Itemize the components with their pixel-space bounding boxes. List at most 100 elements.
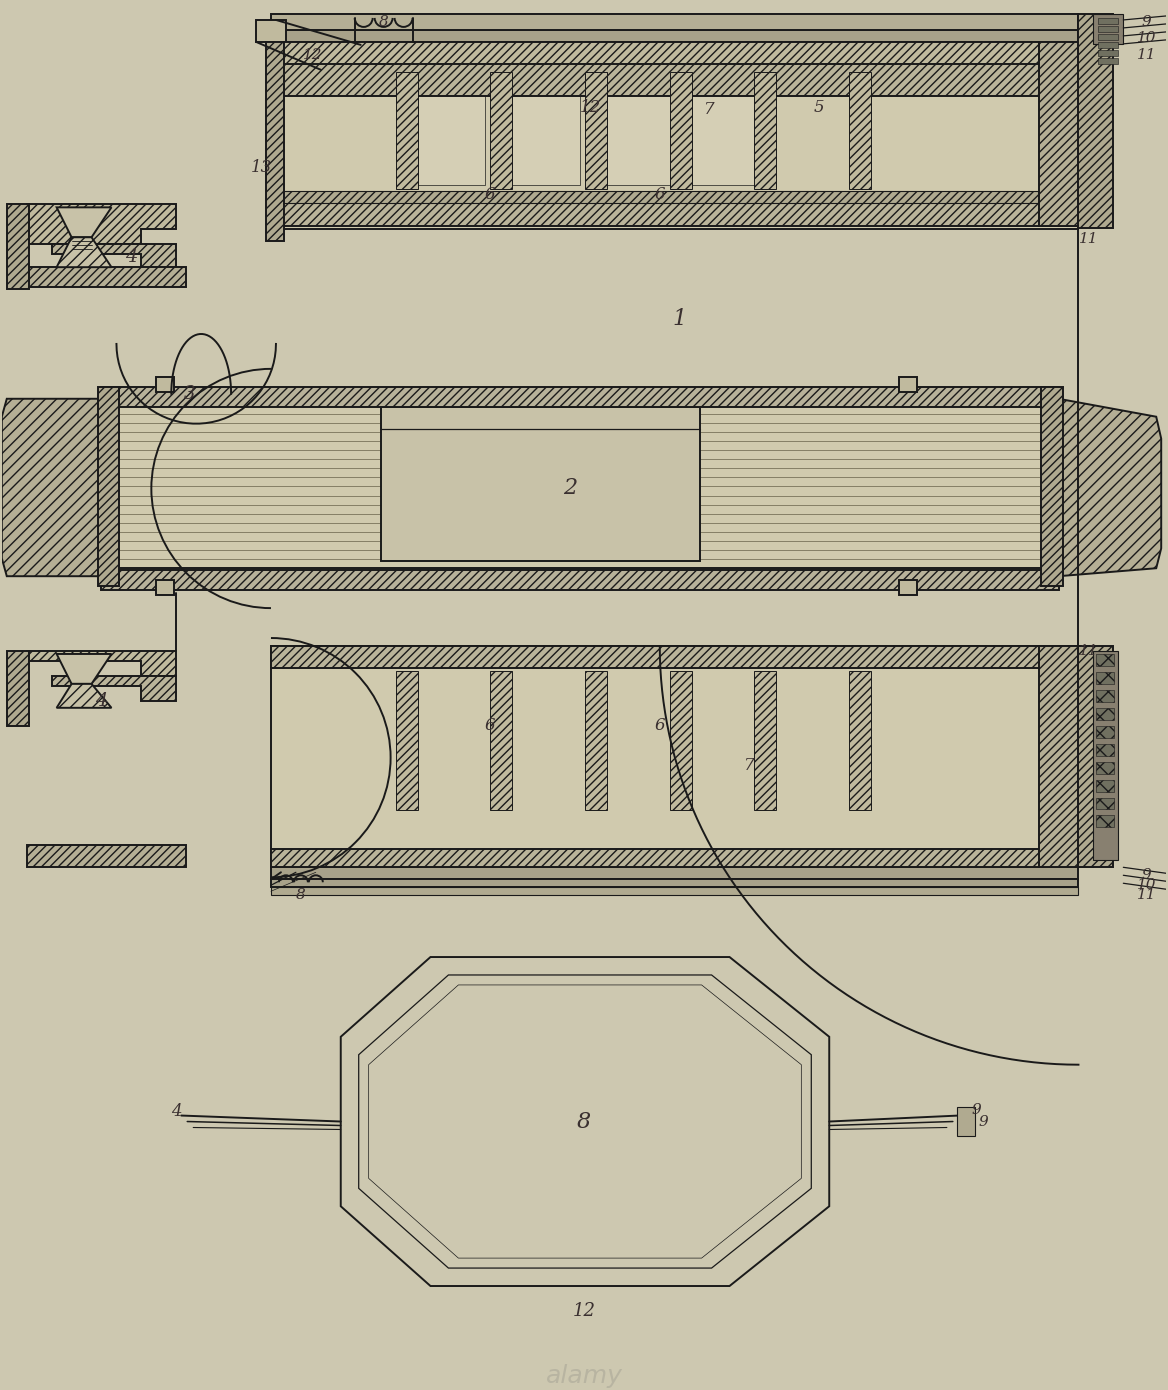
Bar — [1093, 14, 1124, 44]
Bar — [607, 76, 675, 185]
Bar — [1098, 26, 1118, 32]
Bar — [669, 671, 691, 810]
Bar — [271, 64, 1078, 96]
Text: 7: 7 — [744, 758, 755, 774]
Polygon shape — [56, 207, 111, 238]
Bar — [7, 651, 29, 726]
Bar — [266, 42, 284, 242]
Bar — [1041, 386, 1063, 587]
Bar — [491, 671, 513, 810]
Bar — [1097, 726, 1114, 738]
Polygon shape — [51, 245, 176, 270]
Bar — [396, 671, 417, 810]
Bar — [1097, 708, 1114, 720]
Text: 12: 12 — [579, 99, 600, 117]
Bar — [957, 1106, 975, 1137]
Bar — [1078, 14, 1113, 228]
Bar — [7, 204, 29, 289]
Bar — [1098, 42, 1118, 47]
Text: 8: 8 — [577, 1111, 591, 1133]
Text: 12: 12 — [303, 47, 322, 61]
Text: 11: 11 — [1079, 232, 1098, 246]
Bar — [102, 404, 1058, 569]
Polygon shape — [56, 684, 111, 708]
Bar — [1098, 58, 1118, 64]
Text: 9: 9 — [979, 1115, 988, 1129]
Polygon shape — [27, 204, 176, 245]
Bar — [271, 880, 1078, 887]
Text: 10: 10 — [1136, 31, 1156, 44]
Bar — [271, 887, 1078, 895]
Bar — [585, 72, 607, 189]
Bar — [1093, 651, 1118, 860]
Bar — [1097, 689, 1114, 702]
Text: 6: 6 — [485, 186, 495, 203]
Bar — [271, 192, 1078, 203]
Bar — [396, 72, 417, 189]
Polygon shape — [2, 399, 102, 577]
Text: 6: 6 — [654, 717, 665, 734]
Text: 11: 11 — [1136, 47, 1156, 61]
Text: 11: 11 — [1136, 888, 1156, 902]
Bar — [669, 72, 691, 189]
Bar — [381, 407, 700, 562]
Text: 5: 5 — [814, 99, 825, 117]
Bar — [1038, 42, 1093, 227]
Bar — [849, 72, 871, 189]
Bar — [102, 570, 1058, 591]
Text: 11: 11 — [1079, 644, 1098, 657]
Bar — [1038, 646, 1093, 867]
Text: 9: 9 — [972, 1102, 981, 1116]
Polygon shape — [1058, 399, 1161, 577]
Bar — [271, 70, 1078, 229]
Text: 4: 4 — [96, 692, 107, 710]
Bar — [899, 580, 917, 595]
Bar — [157, 580, 174, 595]
Bar — [271, 849, 1078, 867]
Bar — [1097, 780, 1114, 791]
Text: 12: 12 — [572, 1302, 596, 1320]
Bar — [271, 31, 1078, 42]
Bar — [271, 14, 1078, 31]
Bar — [491, 72, 513, 189]
Bar — [1097, 671, 1114, 684]
Text: 9: 9 — [1141, 869, 1152, 883]
Bar — [157, 377, 174, 392]
Bar — [1098, 50, 1118, 56]
Bar — [755, 671, 777, 810]
Bar — [755, 72, 777, 189]
Bar — [1098, 33, 1118, 40]
Bar — [1097, 816, 1114, 827]
Bar — [27, 845, 186, 867]
Text: 2: 2 — [563, 478, 577, 499]
Bar — [417, 76, 486, 185]
Text: alamy: alamy — [545, 1364, 623, 1387]
Bar — [1097, 653, 1114, 666]
Bar — [1078, 646, 1113, 867]
Text: 13: 13 — [250, 158, 272, 177]
Bar — [849, 671, 871, 810]
Text: 4: 4 — [125, 249, 138, 267]
Text: 9: 9 — [1141, 15, 1152, 29]
Bar — [271, 646, 1078, 867]
Bar — [271, 195, 1078, 227]
Bar — [271, 646, 1078, 669]
Bar — [256, 19, 286, 42]
Polygon shape — [27, 651, 176, 676]
Bar — [1097, 798, 1114, 809]
Text: 4: 4 — [171, 1104, 181, 1120]
Bar — [271, 867, 1078, 880]
Text: 3: 3 — [183, 385, 195, 403]
Text: 6: 6 — [654, 186, 665, 203]
Text: 7: 7 — [704, 101, 715, 118]
Text: 8: 8 — [378, 15, 389, 29]
Bar — [271, 42, 1078, 70]
Bar — [1097, 762, 1114, 774]
Text: 8: 8 — [296, 888, 306, 902]
Bar — [585, 671, 607, 810]
Bar — [513, 76, 580, 185]
Bar — [691, 76, 759, 185]
Bar — [102, 386, 1058, 407]
Bar — [899, 377, 917, 392]
Polygon shape — [56, 238, 111, 267]
